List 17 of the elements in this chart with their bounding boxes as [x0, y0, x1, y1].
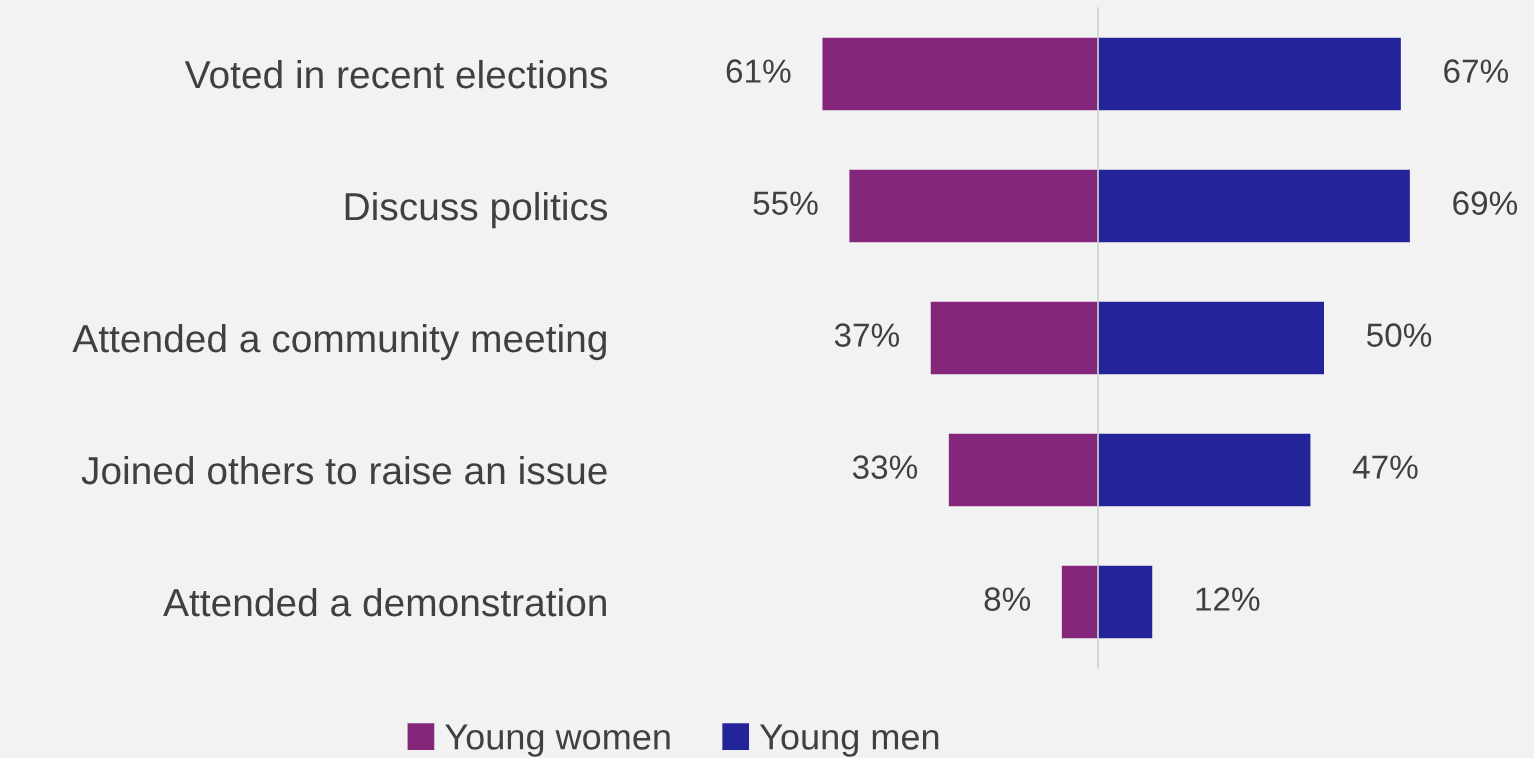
legend-label: Young women: [445, 724, 670, 757]
data-label: 50%: [1367, 323, 1432, 347]
y-tick-label: Voted in recent elections: [184, 59, 608, 89]
data-label: 61%: [726, 59, 791, 83]
data-label: 8%: [984, 587, 1031, 611]
data-label: 12%: [1196, 587, 1260, 611]
y-tick-label: Joined others to raise an issue: [81, 455, 607, 485]
data-label: 33%: [852, 455, 918, 479]
data-label: 37%: [834, 323, 900, 347]
data-label: 47%: [1352, 455, 1418, 479]
data-label: 55%: [753, 191, 818, 215]
y-tick-label: Discuss politics: [345, 191, 607, 229]
data-label: 69%: [1453, 191, 1518, 215]
y-tick-label: Attended a community meeting: [72, 323, 606, 361]
legend-label: Young men: [759, 724, 939, 757]
y-tick-label: Attended a demonstration: [163, 587, 606, 617]
data-label: 67%: [1444, 59, 1509, 83]
